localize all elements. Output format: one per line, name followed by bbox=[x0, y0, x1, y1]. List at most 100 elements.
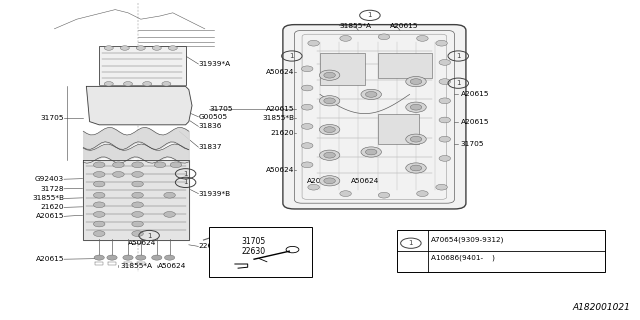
Text: A182001021: A182001021 bbox=[573, 303, 630, 312]
Circle shape bbox=[439, 98, 451, 104]
Circle shape bbox=[361, 147, 381, 157]
Text: 31836: 31836 bbox=[198, 124, 222, 129]
Text: 31939*B: 31939*B bbox=[198, 191, 230, 196]
Circle shape bbox=[113, 172, 124, 177]
Circle shape bbox=[301, 104, 313, 110]
Circle shape bbox=[93, 231, 105, 236]
Text: A10686(9401-    ): A10686(9401- ) bbox=[431, 254, 495, 261]
Circle shape bbox=[406, 76, 426, 87]
Bar bbox=[99, 46, 186, 85]
Circle shape bbox=[436, 184, 447, 190]
Text: 31705: 31705 bbox=[40, 116, 64, 121]
Circle shape bbox=[123, 255, 133, 260]
Circle shape bbox=[340, 36, 351, 41]
Text: 31705: 31705 bbox=[461, 141, 484, 147]
Circle shape bbox=[324, 72, 335, 78]
Circle shape bbox=[152, 46, 161, 50]
FancyBboxPatch shape bbox=[283, 25, 466, 209]
Circle shape bbox=[93, 192, 105, 198]
Circle shape bbox=[340, 191, 351, 196]
Circle shape bbox=[143, 82, 152, 86]
Circle shape bbox=[365, 92, 377, 97]
Circle shape bbox=[406, 134, 426, 144]
Circle shape bbox=[94, 255, 104, 260]
Text: A20615: A20615 bbox=[35, 213, 64, 219]
Text: 1: 1 bbox=[456, 53, 461, 59]
Circle shape bbox=[132, 231, 143, 236]
Text: 21620: 21620 bbox=[40, 204, 64, 210]
Circle shape bbox=[417, 36, 428, 41]
Circle shape bbox=[164, 192, 175, 198]
Circle shape bbox=[439, 156, 451, 161]
Text: 1: 1 bbox=[367, 12, 372, 18]
Circle shape bbox=[319, 150, 340, 160]
Circle shape bbox=[93, 212, 105, 217]
Text: 22630: 22630 bbox=[198, 244, 222, 249]
Circle shape bbox=[319, 70, 340, 80]
Circle shape bbox=[120, 46, 129, 50]
Circle shape bbox=[439, 60, 451, 65]
Circle shape bbox=[378, 192, 390, 198]
Circle shape bbox=[164, 212, 175, 217]
Circle shape bbox=[136, 46, 145, 50]
Polygon shape bbox=[86, 86, 192, 125]
Circle shape bbox=[324, 98, 335, 104]
Text: G92403: G92403 bbox=[35, 176, 64, 182]
Circle shape bbox=[168, 46, 177, 50]
Circle shape bbox=[410, 104, 422, 110]
Circle shape bbox=[93, 162, 105, 168]
Circle shape bbox=[93, 172, 105, 177]
Text: 1: 1 bbox=[289, 53, 294, 59]
Text: G00505: G00505 bbox=[198, 114, 228, 120]
Circle shape bbox=[113, 162, 124, 168]
Text: A20615: A20615 bbox=[461, 119, 490, 124]
Circle shape bbox=[436, 40, 447, 46]
Text: A50624: A50624 bbox=[351, 178, 379, 184]
Circle shape bbox=[324, 152, 335, 158]
Text: A20615: A20615 bbox=[461, 92, 490, 97]
Circle shape bbox=[410, 165, 422, 171]
Circle shape bbox=[93, 221, 105, 227]
Circle shape bbox=[324, 127, 335, 132]
Bar bbox=[397, 230, 605, 272]
Bar bbox=[378, 53, 432, 78]
Circle shape bbox=[439, 136, 451, 142]
Circle shape bbox=[93, 202, 105, 208]
Circle shape bbox=[308, 184, 319, 190]
Circle shape bbox=[132, 172, 143, 177]
Circle shape bbox=[417, 191, 428, 196]
Text: A20615: A20615 bbox=[35, 256, 64, 262]
Text: A50624: A50624 bbox=[266, 69, 294, 75]
Circle shape bbox=[439, 117, 451, 123]
Text: 31855*A: 31855*A bbox=[339, 23, 371, 28]
Text: 1: 1 bbox=[408, 240, 413, 246]
Circle shape bbox=[152, 255, 162, 260]
Circle shape bbox=[170, 162, 182, 168]
Circle shape bbox=[162, 82, 171, 86]
Text: 1: 1 bbox=[183, 171, 188, 177]
Text: 31939*A: 31939*A bbox=[198, 61, 230, 67]
Text: 31705: 31705 bbox=[241, 237, 266, 246]
Circle shape bbox=[132, 212, 143, 217]
Circle shape bbox=[301, 143, 313, 148]
Circle shape bbox=[324, 178, 335, 184]
Text: 22630: 22630 bbox=[241, 247, 266, 256]
Circle shape bbox=[104, 46, 113, 50]
Text: 1: 1 bbox=[147, 233, 152, 238]
Circle shape bbox=[301, 124, 313, 129]
Circle shape bbox=[132, 192, 143, 198]
Circle shape bbox=[365, 149, 377, 155]
Text: 1: 1 bbox=[183, 180, 188, 185]
Text: A20615: A20615 bbox=[266, 106, 294, 112]
Circle shape bbox=[378, 34, 390, 40]
Text: 31705: 31705 bbox=[209, 106, 233, 112]
Circle shape bbox=[164, 255, 175, 260]
Circle shape bbox=[319, 176, 340, 186]
Text: 31855*B: 31855*B bbox=[262, 116, 294, 121]
Bar bbox=[320, 53, 365, 85]
Circle shape bbox=[301, 66, 313, 72]
Polygon shape bbox=[83, 160, 189, 240]
Circle shape bbox=[319, 124, 340, 135]
Circle shape bbox=[406, 163, 426, 173]
Text: 1: 1 bbox=[456, 80, 461, 86]
